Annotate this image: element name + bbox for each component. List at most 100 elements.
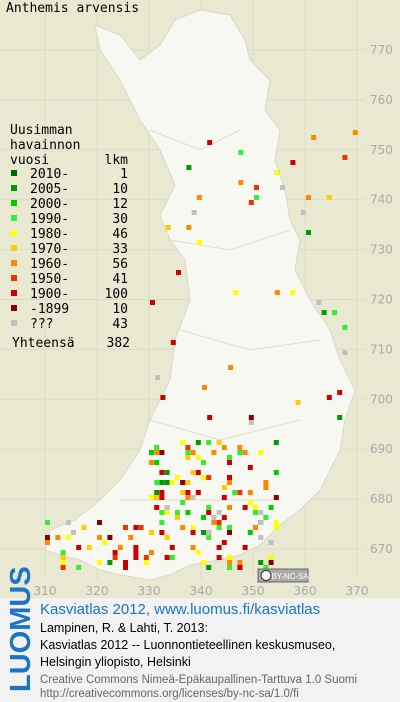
observation-square (258, 510, 264, 515)
observation-square (55, 535, 61, 540)
y-label: 730 (370, 243, 393, 257)
legend-header: Uusimman (10, 123, 73, 138)
observation-square (207, 140, 213, 145)
legend-label: 2010- (30, 167, 69, 182)
observation-square (112, 555, 118, 560)
observation-square (159, 530, 165, 535)
legend-label: ??? (30, 317, 53, 332)
observation-square (60, 560, 66, 565)
observation-square (263, 515, 269, 520)
observation-square (185, 490, 191, 495)
observation-square (263, 480, 269, 485)
observation-square (342, 155, 348, 160)
observation-square (76, 545, 82, 550)
link: Kasviatlas 2012, www.luomus.fi/kasviatla… (40, 601, 320, 618)
observation-square (201, 530, 206, 535)
observation-square (86, 545, 92, 550)
observation-square (195, 490, 201, 495)
legend-swatch (11, 290, 17, 296)
observation-square (237, 450, 243, 455)
observation-square (238, 150, 244, 155)
observation-square (247, 490, 253, 495)
observation-square (227, 525, 232, 530)
citation: Helsingin yliopisto, Helsinki (40, 655, 191, 669)
legend-count-header: lkm (105, 153, 129, 168)
x-label: 320 (86, 584, 109, 598)
observation-square (186, 225, 192, 230)
observation-square (185, 450, 191, 455)
observation-square (123, 525, 128, 530)
observation-square (206, 475, 212, 480)
observation-square (258, 450, 264, 455)
observation-square (211, 450, 217, 455)
observation-square (180, 440, 186, 445)
observation-square (201, 460, 206, 465)
observation-square (300, 210, 306, 215)
legend-count: 10 (112, 302, 128, 317)
observation-square (247, 465, 253, 470)
observation-square (306, 195, 311, 200)
observation-square (326, 395, 332, 400)
observation-square (138, 525, 144, 530)
observation-square (154, 480, 160, 485)
cc-icon (260, 570, 272, 581)
observation-square (227, 555, 232, 560)
observation-square (159, 450, 165, 455)
observation-square (154, 450, 160, 455)
observation-square (190, 450, 196, 455)
observation-square (81, 525, 87, 530)
observation-square (133, 555, 139, 560)
observation-square (216, 510, 222, 515)
observation-square (143, 555, 149, 560)
observation-square (164, 505, 170, 510)
observation-square (191, 210, 197, 215)
legend-swatch (11, 260, 17, 266)
y-label: 720 (370, 293, 393, 307)
observation-square (180, 525, 186, 530)
observation-square (196, 240, 202, 245)
observation-square (206, 530, 212, 535)
observation-square (232, 490, 238, 495)
y-label: 710 (370, 342, 393, 356)
x-label: 330 (138, 584, 161, 598)
observation-square (248, 200, 254, 205)
observation-square (316, 300, 322, 305)
observation-square (180, 490, 186, 495)
observation-square (133, 525, 139, 530)
legend-label: 2005- (30, 182, 69, 197)
legend-swatch (11, 275, 17, 281)
observation-square (150, 300, 155, 305)
observation-square (149, 495, 154, 500)
observation-square (247, 500, 253, 505)
observation-square (149, 530, 154, 535)
observation-square (253, 510, 258, 515)
observation-square (258, 520, 264, 525)
observation-square (164, 470, 170, 475)
observation-square (180, 480, 186, 485)
observation-square (154, 490, 160, 495)
observation-square (202, 385, 207, 390)
x-label: 340 (190, 584, 213, 598)
x-label: 350 (242, 584, 265, 598)
observation-square (195, 470, 201, 475)
observation-square (190, 530, 196, 535)
x-label: 370 (346, 584, 369, 598)
observation-square (352, 130, 358, 135)
legend-label: -1899 (30, 302, 69, 317)
observation-square (228, 365, 233, 370)
legend-label: 1990- (30, 212, 69, 227)
observation-square (274, 290, 280, 295)
observation-square (248, 415, 254, 420)
observation-square (160, 395, 166, 400)
citation: Lampinen, R. & Lahti, T. 2013: (40, 621, 208, 635)
observation-square (190, 525, 196, 530)
legend-swatch (11, 320, 17, 326)
observation-square (268, 540, 274, 545)
legend-header: vuosi (10, 153, 49, 168)
observation-square (237, 565, 243, 570)
observation-square (237, 560, 243, 565)
legend-swatch (11, 170, 17, 176)
observation-square (216, 555, 222, 560)
legend-count: 41 (112, 272, 128, 287)
